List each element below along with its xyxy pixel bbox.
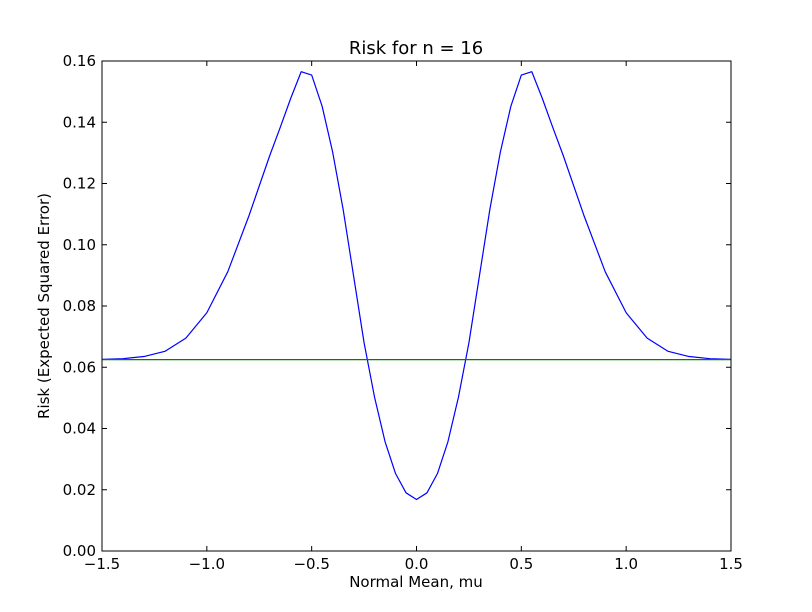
series-line-0 — [101, 71, 732, 501]
y-axis-label: Risk (Expected Squared Error) — [35, 193, 53, 419]
x-tick-label: 1.5 — [719, 555, 743, 573]
y-tick-label: 0.00 — [63, 542, 96, 560]
y-tick-label: 0.14 — [63, 113, 96, 131]
ticks-layer: −1.5 −1.0 −0.5 0.0 0.5 1.0 1.5 0.00 0.02 0.04 0.06… — [63, 52, 743, 573]
x-axis-label: Normal Mean, mu — [349, 573, 483, 591]
y-tick-label: 0.12 — [63, 175, 96, 193]
y-tick-label: 0.10 — [63, 236, 96, 254]
plot-frame — [101, 60, 732, 552]
x-tick-label: 0.5 — [509, 555, 533, 573]
series-layer — [101, 71, 732, 501]
y-tick-label: 0.16 — [63, 52, 96, 70]
y-tick-label: 0.06 — [63, 358, 96, 376]
x-tick-label: 0.0 — [405, 555, 429, 573]
y-tick-label: 0.02 — [63, 481, 96, 499]
y-tick-label: 0.04 — [63, 420, 96, 438]
y-tick-label: 0.08 — [63, 297, 96, 315]
x-tick-label: −1.5 — [84, 555, 120, 573]
x-tick-label: −0.5 — [293, 555, 329, 573]
x-tick-label: 1.0 — [614, 555, 638, 573]
x-tick-label: −1.0 — [189, 555, 225, 573]
chart-title: Risk for n = 16 — [349, 38, 483, 59]
